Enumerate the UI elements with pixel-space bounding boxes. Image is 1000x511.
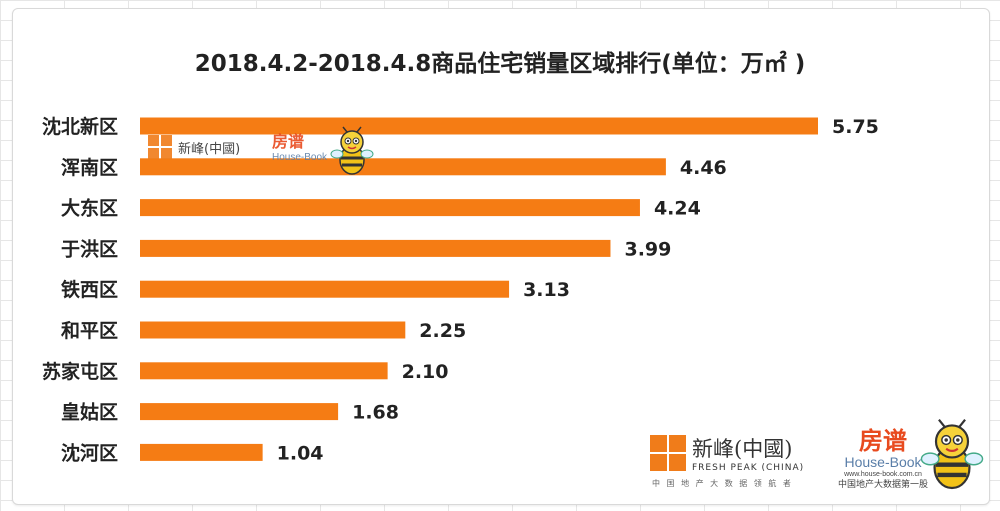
bee-mascot-icon xyxy=(330,126,374,175)
bar-value-label: 2.10 xyxy=(402,361,449,383)
freshpeak-logo-icon xyxy=(148,135,172,159)
category-label: 沈河区 xyxy=(61,441,118,464)
freshpeak-logo-watermark-top: 新峰(中國) xyxy=(148,135,240,159)
bee-mascot-icon xyxy=(920,418,984,490)
category-label: 浑南区 xyxy=(61,157,118,179)
bars xyxy=(140,117,818,461)
bar xyxy=(140,321,406,339)
housebook-logo-url: www.house-book.com.cn xyxy=(844,471,922,478)
bar-value-label: 2.25 xyxy=(419,320,466,342)
category-label: 和平区 xyxy=(61,319,118,342)
bar-value-label: 3.13 xyxy=(523,279,570,301)
bar xyxy=(140,403,339,421)
housebook-logo-watermark-bottom: 房谱 House-Book www.house-book.com.cn 中国地产… xyxy=(838,428,928,490)
category-label: 铁西区 xyxy=(61,278,118,301)
freshpeak-logo-icon xyxy=(650,435,686,471)
bar xyxy=(140,117,818,135)
category-label: 大东区 xyxy=(61,197,118,220)
bar-value-label: 1.68 xyxy=(352,402,399,424)
category-label: 苏家屯区 xyxy=(42,360,118,383)
category-label: 沈北新区 xyxy=(42,115,118,138)
freshpeak-logo-tagline: 中 国 地 产 大 数 据 领 航 者 xyxy=(652,479,793,488)
bar-value-label: 4.24 xyxy=(654,198,701,220)
bar xyxy=(140,199,640,217)
category-label: 于洪区 xyxy=(61,238,118,260)
housebook-logo-en: House-Book xyxy=(272,152,328,163)
bar-value-label: 3.99 xyxy=(624,238,671,260)
housebook-logo-en: House-Book xyxy=(844,454,922,470)
bar xyxy=(140,158,666,176)
housebook-logo-tagline: 中国地产大数据第一股 xyxy=(838,479,929,489)
bar xyxy=(140,280,510,298)
freshpeak-logo-name: 新峰(中國) xyxy=(178,141,241,157)
category-label: 皇姑区 xyxy=(61,401,118,424)
bar-value-label: 5.75 xyxy=(832,116,879,138)
housebook-logo-cn: 房谱 xyxy=(272,132,305,151)
freshpeak-logo-en: FRESH PEAK (CHINA) xyxy=(692,463,805,473)
bar-value-label: 1.04 xyxy=(277,442,324,464)
value-labels: 5.75 4.46 4.24 3.99 3.13 2.25 2.101.68 1.04 xyxy=(277,116,879,464)
bar xyxy=(140,443,263,461)
chart-title: 2018.4.2-2018.4.8商品住宅销量区域排行(单位：万㎡ ) xyxy=(194,51,806,77)
bar-value-label: 4.46 xyxy=(680,157,727,179)
bar xyxy=(140,239,611,257)
bar xyxy=(140,362,388,380)
housebook-logo-watermark-top: 房谱 House-Book xyxy=(272,128,327,163)
freshpeak-logo-watermark-bottom: 新峰(中國) FRESH PEAK (CHINA) xyxy=(650,433,804,473)
housebook-logo-cn: 房谱 xyxy=(859,426,907,455)
freshpeak-logo-name: 新峰(中國) xyxy=(692,437,793,461)
